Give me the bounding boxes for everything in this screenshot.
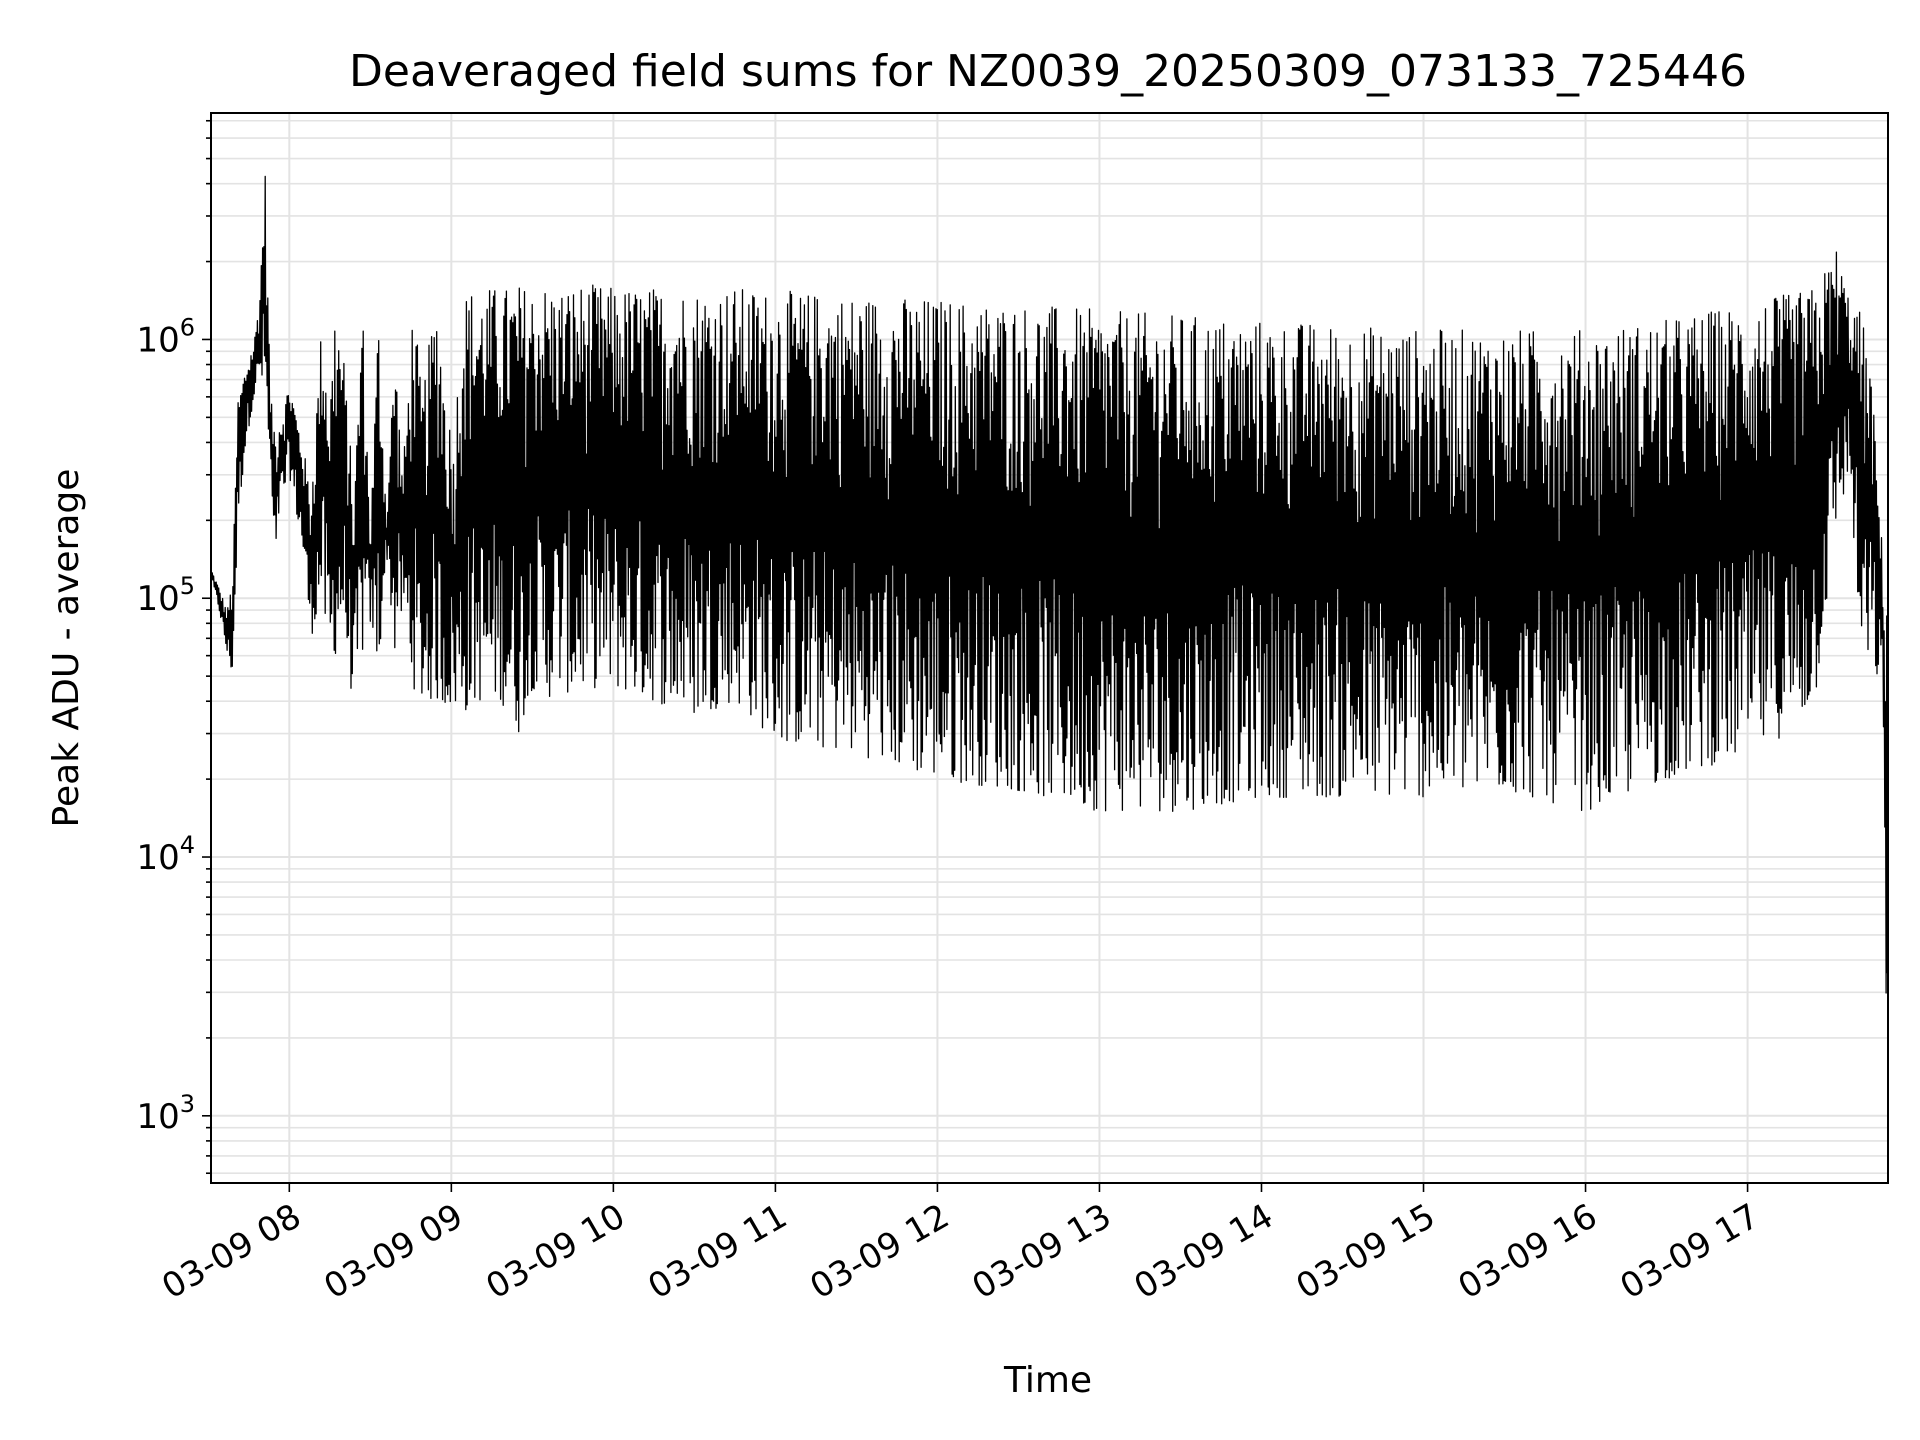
x-tick-label: 03-09 17 (1614, 1196, 1766, 1307)
x-tick-label: 03-09 12 (804, 1196, 956, 1307)
x-tick-label: 03-09 10 (479, 1196, 631, 1307)
x-tick-label: 03-09 13 (966, 1196, 1118, 1307)
y-axis-label: Peak ADU - average (46, 469, 87, 828)
chart-title: Deaveraged field sums for NZ0039_2025030… (349, 46, 1747, 97)
x-axis: 03-09 08 03-09 09 03-09 10 03-09 11 03-09 12… (155, 1183, 1766, 1307)
y-tick-label: 106 (136, 313, 195, 360)
x-axis-label: Time (1003, 1360, 1092, 1401)
x-tick-label: 03-09 09 (317, 1196, 469, 1307)
x-tick-label: 03-09 16 (1452, 1196, 1604, 1307)
series-line-path (210, 175, 1889, 1183)
plot-frame (210, 112, 1889, 1184)
series-line (210, 175, 1889, 1183)
y-tick-label: 103 (136, 1090, 195, 1137)
y-axis: 103 104 105 106 (136, 119, 211, 1175)
x-tick-label: 03-09 15 (1290, 1196, 1442, 1307)
y-tick-label: 105 (136, 572, 195, 619)
y-tick-label: 104 (136, 831, 195, 878)
x-tick-label: 03-09 11 (642, 1196, 794, 1307)
x-tick-label: 03-09 14 (1128, 1196, 1280, 1307)
x-tick-label: 03-09 08 (155, 1196, 307, 1307)
